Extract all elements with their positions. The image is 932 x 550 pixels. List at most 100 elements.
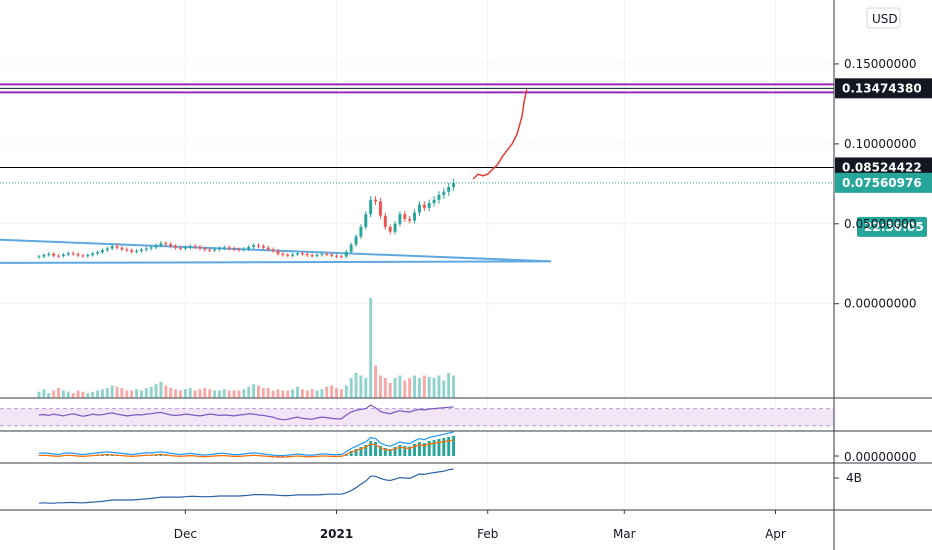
candle-body <box>110 246 114 249</box>
candle-body <box>61 254 65 257</box>
macd-bar <box>417 442 421 456</box>
trendline[interactable] <box>0 260 552 264</box>
candle-body <box>359 226 363 237</box>
volume-bar <box>315 390 319 398</box>
volume-bar <box>398 375 402 398</box>
volume-bar <box>91 391 95 398</box>
rsi-line <box>38 404 454 421</box>
candle-body <box>169 244 173 247</box>
candle-body <box>276 250 280 254</box>
candle-body <box>378 201 382 216</box>
volume-bar <box>183 389 187 398</box>
volume-bar <box>286 390 290 398</box>
time-tick-label: 2021 <box>320 527 353 541</box>
currency-button[interactable] <box>866 7 901 29</box>
volume-bar <box>369 298 373 398</box>
macd-bar <box>398 445 402 456</box>
volume-bar <box>178 390 182 398</box>
countdown-label: 22:36:05 <box>864 220 924 234</box>
candle-body <box>383 215 387 227</box>
candle-body <box>218 248 221 250</box>
candle-body <box>364 214 368 227</box>
volume-bar <box>213 390 217 398</box>
candle-body <box>213 249 217 251</box>
macd-bar <box>388 449 392 456</box>
candle-body <box>100 250 104 253</box>
volume-bar <box>47 393 51 398</box>
volume-bar <box>417 378 421 398</box>
candle-body <box>291 254 295 256</box>
volume-bar <box>237 390 241 398</box>
candle-body <box>388 226 392 232</box>
candle-body <box>354 236 358 245</box>
volume-bar <box>447 373 451 398</box>
volume-bar <box>86 393 90 398</box>
candle-body <box>300 253 304 255</box>
candle-body <box>417 204 421 213</box>
candle-body <box>57 255 60 257</box>
volume-bar <box>115 386 119 398</box>
rsi-band <box>0 408 834 426</box>
candle-body <box>339 256 343 258</box>
price-tag <box>835 172 932 193</box>
volume-bar <box>330 385 334 398</box>
candle-body <box>296 253 299 255</box>
price-tag-label: 0.13474380 <box>842 81 922 95</box>
volume-bar <box>257 385 260 398</box>
price-axis: 0.134743800.085244220.0756097622:36:050.… <box>833 0 932 550</box>
candle-body <box>413 212 417 221</box>
candle-body <box>427 202 431 208</box>
macd-bar <box>442 438 446 456</box>
obv-tick-label: 4B <box>846 471 862 485</box>
price-tag <box>835 78 932 99</box>
countdown-tag <box>857 216 927 237</box>
volume-bar <box>261 388 265 398</box>
candle-body <box>120 247 124 250</box>
price-levels <box>0 83 834 184</box>
volume-bar <box>335 388 338 398</box>
price-tag-label: 0.07560976 <box>842 176 922 190</box>
volume-bar <box>208 389 212 398</box>
candle-body <box>261 246 265 248</box>
price-tag-label: 0.08524422 <box>842 160 922 174</box>
volume-bar <box>164 385 168 398</box>
rsi-panel <box>0 404 834 427</box>
candle-body <box>310 255 314 257</box>
volume-bar <box>276 389 280 398</box>
candle-body <box>335 255 338 257</box>
volume-bar <box>42 389 46 398</box>
candle-body <box>139 249 143 251</box>
candle-body <box>86 254 90 257</box>
candle-body <box>422 204 426 208</box>
candle-body <box>374 199 378 202</box>
volume-bar <box>198 389 202 398</box>
volume-bar <box>57 388 60 398</box>
volume-bar <box>120 388 124 398</box>
candle-body <box>149 247 153 249</box>
volume-bar <box>61 390 65 398</box>
candle-body <box>37 256 41 258</box>
candle-body <box>237 249 241 251</box>
signal-line <box>38 439 454 458</box>
volume-bar <box>135 389 139 398</box>
time-axis: Dec 2021 Feb Mar Apr <box>0 509 834 541</box>
volume-bar <box>437 375 441 398</box>
macd-bar <box>354 449 358 456</box>
candle-body <box>203 248 207 250</box>
projection-line[interactable] <box>472 89 528 180</box>
candle-body <box>266 247 270 250</box>
candle-body <box>188 246 192 248</box>
candle-body <box>257 245 260 247</box>
volume-bar <box>408 378 412 398</box>
obv-panel <box>38 468 454 504</box>
trendline[interactable] <box>0 238 552 263</box>
volume-bar <box>232 390 236 398</box>
volume-bar <box>96 390 100 398</box>
volume-bar <box>139 390 143 398</box>
candle-body <box>178 247 182 249</box>
candle-body <box>393 223 397 232</box>
price-tag <box>835 157 932 178</box>
trendlines <box>0 238 552 264</box>
volume-bar <box>296 386 299 398</box>
